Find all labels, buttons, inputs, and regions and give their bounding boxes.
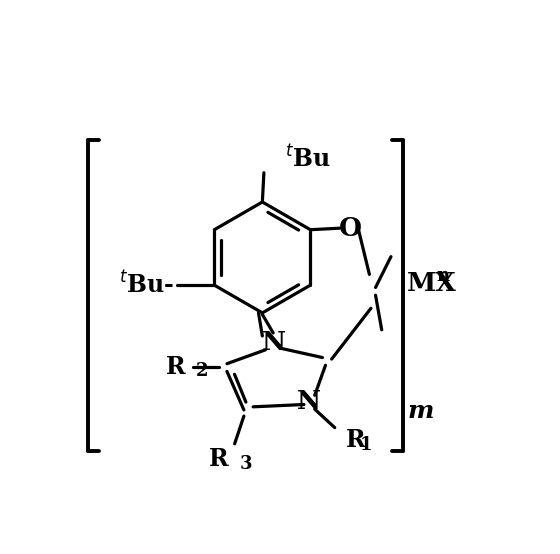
Text: m: m	[407, 399, 433, 423]
Text: R: R	[209, 447, 228, 471]
Text: O: O	[339, 216, 362, 240]
Text: n: n	[436, 267, 450, 285]
Text: 3: 3	[239, 455, 252, 473]
Text: R: R	[346, 428, 365, 452]
Text: MX: MX	[407, 271, 457, 296]
Text: 1: 1	[360, 435, 372, 454]
Text: $^t$Bu: $^t$Bu	[286, 146, 331, 172]
Text: N: N	[262, 330, 286, 355]
Text: $^t$Bu-: $^t$Bu-	[119, 272, 174, 299]
Text: 2: 2	[196, 362, 209, 381]
Text: N: N	[297, 389, 321, 414]
Text: R: R	[166, 355, 185, 379]
